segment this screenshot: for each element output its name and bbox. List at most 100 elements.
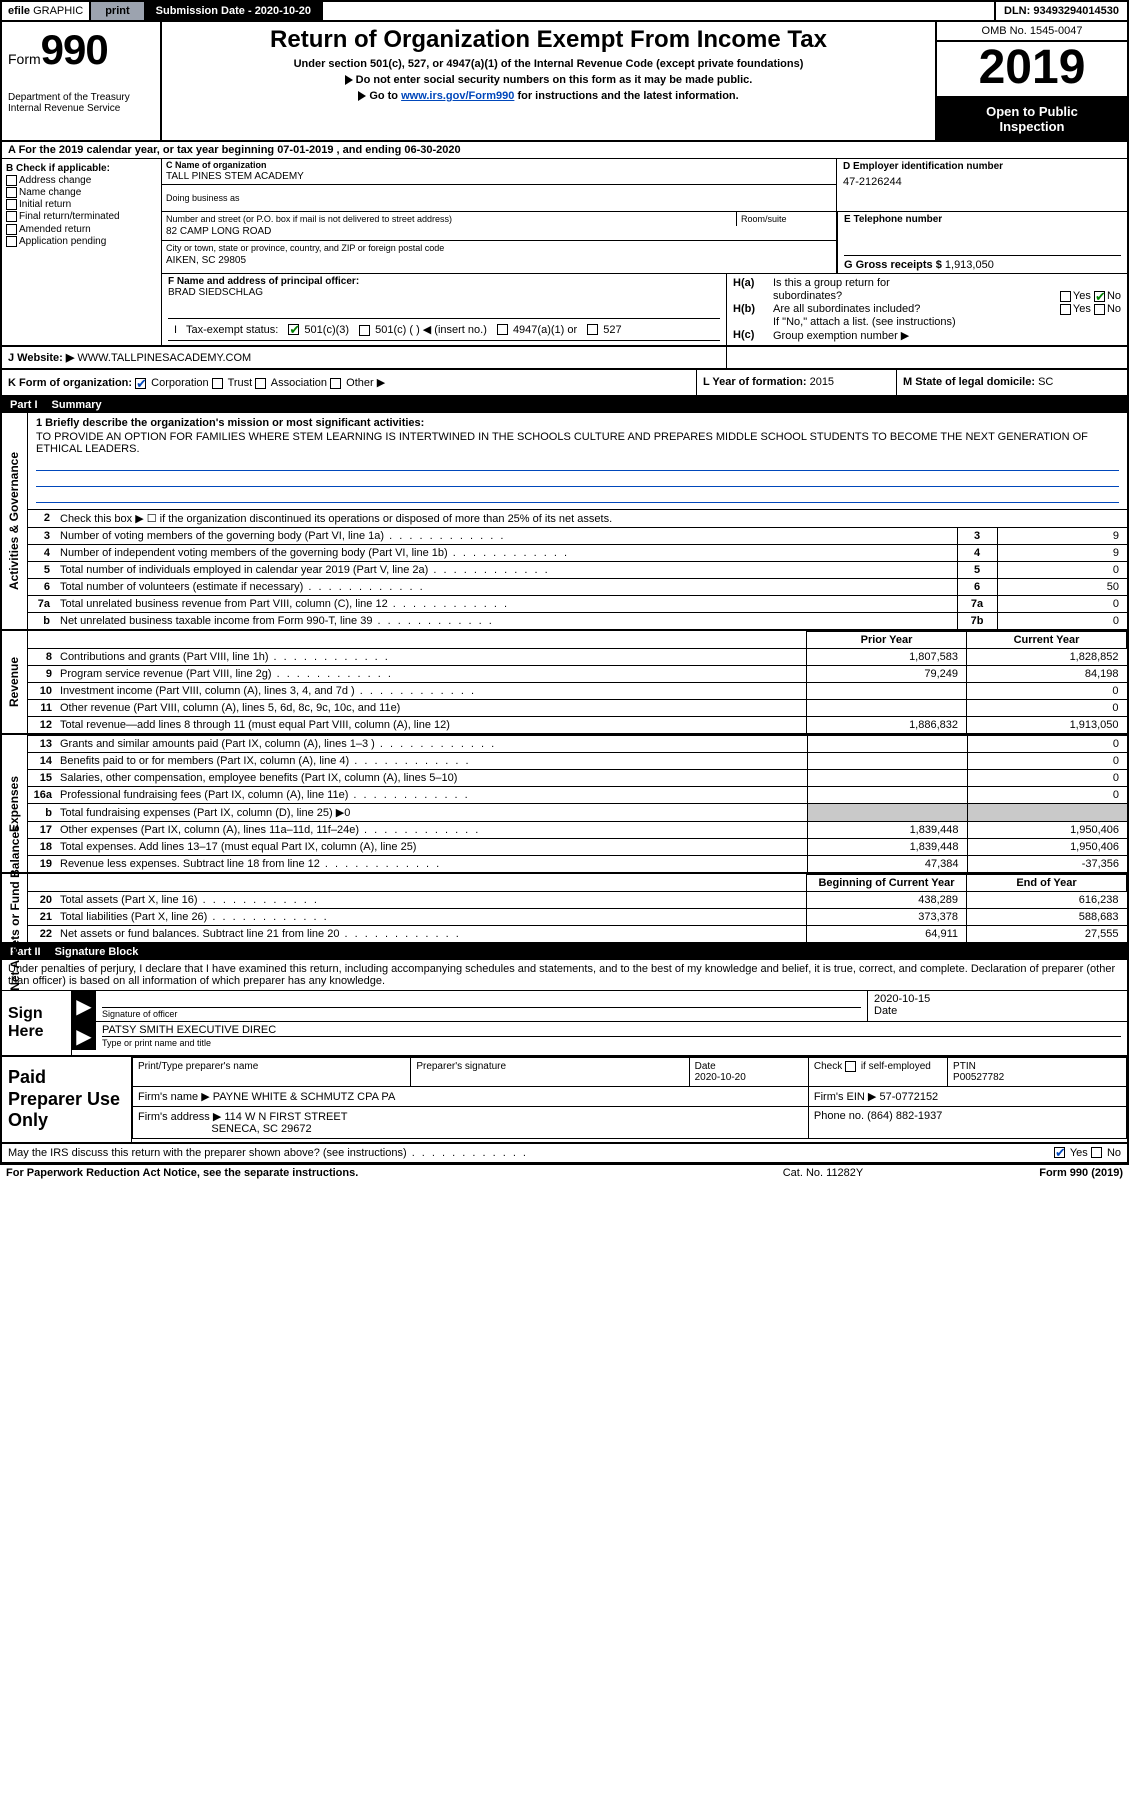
instructions-link[interactable]: www.irs.gov/Form990	[401, 90, 514, 102]
checkbox-4947[interactable]	[497, 324, 508, 335]
d-label: D Employer identification number	[843, 161, 1121, 172]
d: Total unrelated business revenue from Pa…	[56, 596, 957, 613]
table-row: 11Other revenue (Part VIII, column (A), …	[28, 700, 1127, 717]
k-assoc: Association	[271, 377, 327, 389]
expenses-block: Expenses 13Grants and similar amounts pa…	[2, 735, 1127, 874]
val: 50	[997, 579, 1127, 596]
mission-text: TO PROVIDE AN OPTION FOR FAMILIES WHERE …	[36, 431, 1119, 455]
ein-val: 57-0772152	[879, 1091, 938, 1103]
n: 21	[28, 909, 56, 926]
f-value: BRAD SIEDSCHLAG	[168, 287, 720, 298]
cy: 1,950,406	[967, 839, 1127, 856]
form-word: Form	[8, 51, 41, 67]
checkbox-527[interactable]	[587, 324, 598, 335]
e-label: E Telephone number	[844, 214, 1121, 225]
d: Benefits paid to or for members (Part IX…	[56, 753, 807, 770]
form-990: 990	[41, 26, 108, 73]
cy: 84,198	[967, 666, 1127, 683]
preparer-table: Print/Type preparer's name Preparer's si…	[132, 1057, 1127, 1139]
box: 5	[957, 562, 997, 579]
checkbox-corp[interactable]	[135, 378, 146, 389]
print-button[interactable]: print	[91, 2, 145, 20]
checkbox-icon[interactable]	[6, 211, 17, 222]
b-item: Name change	[6, 187, 157, 198]
checkbox-icon[interactable]	[6, 199, 17, 210]
side-gov-text: Activities & Governance	[8, 452, 22, 590]
firm-val: PAYNE WHITE & SCHMUTZ CPA PA	[213, 1091, 396, 1103]
c-dba-label: Doing business as	[162, 184, 836, 211]
py: 1,839,448	[807, 839, 967, 856]
sig-officer-label: Signature of officer	[102, 1007, 861, 1019]
b-item: Amended return	[6, 224, 157, 235]
checkbox-501c[interactable]	[359, 325, 370, 336]
d: Program service revenue (Part VIII, line…	[56, 666, 807, 683]
table-row: 5Total number of individuals employed in…	[28, 562, 1127, 579]
i-text: Tax-exempt status:	[186, 324, 278, 336]
sign-cells: ▶ Signature of officer 2020-10-15 Date ▶…	[72, 991, 1127, 1055]
submission-date: Submission Date - 2020-10-20	[146, 2, 323, 20]
f-label: F Name and address of principal officer:	[168, 276, 720, 287]
ha-text2: subordinates?	[773, 290, 1060, 302]
checkbox-yes[interactable]	[1060, 291, 1071, 302]
box: 7b	[957, 613, 997, 630]
table-row: 16aProfessional fundraising fees (Part I…	[28, 787, 1127, 804]
revenue-table: Prior YearCurrent Year 8Contributions an…	[28, 631, 1127, 733]
checkbox-yes[interactable]	[1060, 304, 1071, 315]
checkbox-501c3[interactable]	[288, 324, 299, 335]
i-527: 527	[603, 324, 621, 336]
firm-lbl: Firm's name ▶	[138, 1091, 210, 1103]
h4b: if self-employed	[861, 1061, 931, 1072]
topbar-spacer	[323, 2, 996, 20]
table-row: 9Program service revenue (Part VIII, lin…	[28, 666, 1127, 683]
checkbox-trust[interactable]	[212, 378, 223, 389]
checkbox-self[interactable]	[845, 1061, 856, 1072]
table-row: 6Total number of volunteers (estimate if…	[28, 579, 1127, 596]
checkbox-icon[interactable]	[6, 175, 17, 186]
arrow-icon	[345, 75, 353, 85]
expenses-table: 13Grants and similar amounts paid (Part …	[28, 735, 1127, 872]
c-name-value: TALL PINES STEM ACADEMY	[162, 171, 836, 184]
no-label: No	[1107, 1147, 1121, 1159]
cy: 1,950,406	[967, 822, 1127, 839]
addr-lbl: Firm's address ▶	[138, 1111, 221, 1123]
py: 79,249	[807, 666, 967, 683]
cy-header: Current Year	[967, 632, 1127, 649]
box: 7a	[957, 596, 997, 613]
prep-h1: Print/Type preparer's name	[133, 1058, 411, 1087]
dln: DLN: 93493294014530	[996, 2, 1127, 20]
table-row: bTotal fundraising expenses (Part IX, co…	[28, 804, 1127, 822]
checkbox-no[interactable]	[1091, 1147, 1102, 1158]
governance-block: Activities & Governance 1 Briefly descri…	[2, 413, 1127, 631]
b-item: Initial return	[6, 199, 157, 210]
b-item: Address change	[6, 175, 157, 186]
checkbox-assoc[interactable]	[255, 378, 266, 389]
checkbox-no[interactable]	[1094, 291, 1105, 302]
d: Contributions and grants (Part VIII, lin…	[56, 649, 807, 666]
checkbox-other[interactable]	[330, 378, 341, 389]
k-other: Other ▶	[346, 377, 385, 389]
b-name: Name change	[19, 187, 81, 198]
box: 3	[957, 528, 997, 545]
expenses-body: 13Grants and similar amounts paid (Part …	[28, 735, 1127, 872]
h4a: Check	[814, 1061, 842, 1072]
checkbox-icon[interactable]	[6, 224, 17, 235]
n: 6	[28, 579, 56, 596]
table-row: 10Investment income (Part VIII, column (…	[28, 683, 1127, 700]
header-left: Form990 Department of the Treasury Inter…	[2, 22, 162, 140]
no-label: No	[1107, 290, 1121, 302]
py: 47,384	[807, 856, 967, 873]
net-body: Beginning of Current YearEnd of Year 20T…	[28, 874, 1127, 942]
checkbox-no[interactable]	[1094, 304, 1105, 315]
form-title: Return of Organization Exempt From Incom…	[170, 26, 927, 54]
yes-label: Yes	[1070, 1147, 1088, 1159]
checkbox-yes[interactable]	[1054, 1147, 1065, 1158]
form-number: Form990	[8, 26, 154, 74]
checkbox-icon[interactable]	[6, 236, 17, 247]
checkbox-icon[interactable]	[6, 187, 17, 198]
part1-header: Part I Summary	[2, 397, 1127, 413]
footer: For Paperwork Reduction Act Notice, see …	[0, 1165, 1129, 1181]
dept-treasury: Department of the Treasury	[8, 92, 154, 103]
py-header: Prior Year	[807, 632, 967, 649]
py: 1,807,583	[807, 649, 967, 666]
prep-addr-row: Firm's address ▶ 114 W N FIRST STREET SE…	[133, 1107, 1127, 1139]
